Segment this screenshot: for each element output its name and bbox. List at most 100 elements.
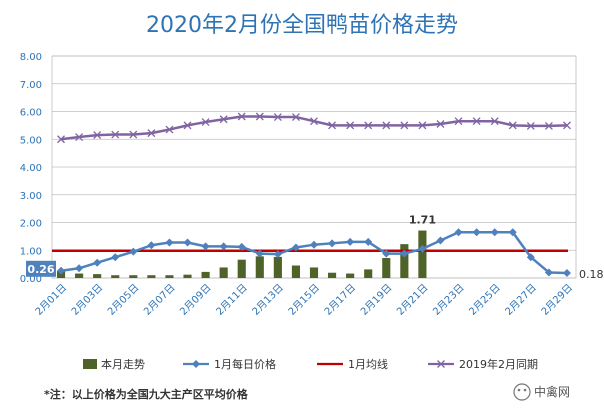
last-year-point [544,121,553,130]
x-tick-label: 2月29日 [539,282,575,318]
bar [129,275,138,278]
y-tick-label: 0.00 [20,274,42,285]
daily-price-point [364,237,373,246]
bar [165,275,174,278]
last-year-point [273,113,282,122]
bar-series-current-month [56,230,427,278]
last-year-point-stroke [544,121,553,130]
last-year-point-stroke [93,131,102,140]
x-tick-label: 2月15日 [286,282,322,318]
daily-price-point [255,249,264,258]
last-year-point [219,115,228,124]
daily-price-point [75,264,84,273]
last-year-point-stroke [382,121,391,130]
x-tick-label: 2月21日 [394,282,430,318]
watermark-logo-eye [517,388,521,392]
daily-price-point [418,244,427,253]
x-tick-label: 2月19日 [358,282,394,318]
last-year-point-stroke [57,135,65,144]
daily-price-point [273,250,282,259]
y-tick-label: 7.00 [20,80,42,91]
watermark-text: 中禽网 [534,384,570,399]
legend-label: 1月每日价格 [214,357,276,371]
legend-marker [437,360,445,368]
daily-price-point [562,269,571,278]
daily-price-point [508,228,517,237]
x-tick-label: 2月11日 [214,282,250,318]
last-year-point [346,121,355,130]
last-year-point [364,121,373,130]
daily-price-point [219,242,228,251]
last-year-point [490,117,499,126]
last-year-point-stroke [364,121,373,130]
daily-price-point [183,238,192,247]
bar [309,267,319,278]
last-year-point [201,118,210,127]
last-year-point-stroke [273,113,282,122]
last-year-point-stroke [255,112,264,121]
daily-price-point [57,266,66,275]
last-year-point-stroke [346,121,355,130]
data-label-box [26,260,56,277]
y-tick-label: 8.00 [20,52,42,63]
last-year-point [563,121,571,130]
daily-price-point [472,228,481,237]
legend-label: 2019年2月同期 [459,357,538,371]
bar [219,267,228,278]
last-year-point-stroke [490,117,499,126]
last-year-point [237,112,246,121]
last-year-point [129,130,138,139]
last-year-point [382,121,391,130]
y-tick-label: 1.00 [20,246,42,257]
last-year-point-stroke [328,121,337,130]
last-year-point [436,120,445,128]
last-year-point-stroke [508,121,517,130]
last-year-point-stroke [454,117,463,126]
last-year-point [183,121,192,130]
last-year-point [454,117,463,126]
x-tick-label: 2月07日 [141,282,177,318]
data-labels: 0.26 1.71 0.18 [26,214,603,281]
bar [183,274,192,278]
daily-price-point [490,228,499,237]
daily-price-point [400,249,409,258]
last-year-point-stroke [165,125,174,134]
bar [273,256,282,278]
y-tick-label: 2.00 [20,219,42,230]
daily-price-point [382,249,391,258]
last-year-point [75,133,84,141]
bar [255,256,264,278]
legend-swatch [83,359,97,369]
x-tick-label: 2月01日 [33,282,69,318]
daily-price-point [454,228,463,237]
legend-item: 1月均线 [317,357,388,371]
last-year-point-stroke [183,121,192,130]
last-year-point [418,121,427,130]
last-year-point-stroke [219,115,228,124]
x-axis-ticks: 2月01日 2月03日 2月05日 2月07日 2月09日 2月11日 2月13日 2月15日… [33,282,575,318]
watermark-logo-icon [513,383,531,401]
last-year-point [508,121,517,130]
last-year-point-stroke [147,129,156,138]
bar [418,230,427,278]
last-year-point [472,117,481,126]
last-year-point [57,135,65,144]
last-year-point-stroke [563,121,571,130]
last-year-point-stroke [291,113,300,122]
chart-title: 2020年2月份全国鸭苗价格走势 [146,13,458,38]
y-axis-ticks: 0.00 1.00 2.00 3.00 4.00 5.00 6.00 7.00 8.00 [20,52,42,285]
y-tick-label: 5.00 [20,135,42,146]
last-year-point-stroke [111,130,120,139]
daily-price-point [328,239,337,248]
last-year-point-stroke [237,112,246,121]
daily-price-point [93,258,102,267]
legend-item: 2019年2月同期 [428,357,538,371]
bar [328,272,337,278]
last-year-point-stroke [472,117,481,126]
daily-price-point [436,236,445,245]
daily-price-point [237,242,246,251]
legend-label: 1月均线 [348,357,388,371]
bar [382,258,391,278]
bar [364,269,373,278]
